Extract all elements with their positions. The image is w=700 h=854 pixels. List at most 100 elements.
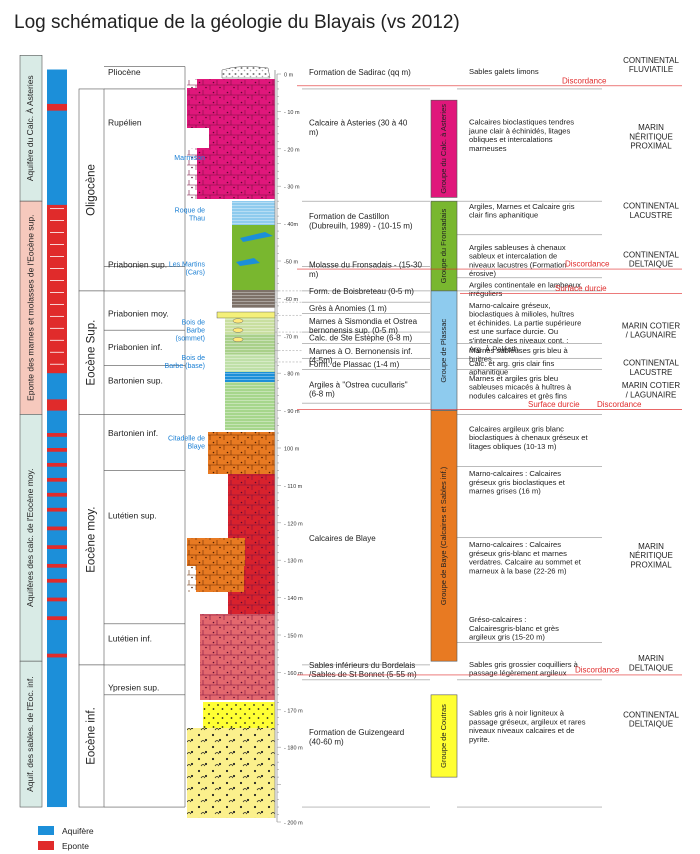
- description-label: Argiles sableuses à chenaux sableux et in…: [469, 243, 567, 278]
- calc-asteries-notch: [187, 128, 209, 148]
- group-bar: [430, 99, 458, 198]
- group-label: Groupe de Baye (Calcaires et Sables inf.…: [439, 466, 448, 605]
- fossil-marker: [232, 318, 244, 324]
- legend-swatch: [38, 826, 54, 835]
- description-label: Calcaires argileux gris blanc bioclastiqu…: [469, 424, 589, 450]
- depth-tick-label: 0 m: [284, 73, 294, 79]
- description-label: Marno-calcaires : Calcaires gréseux gris …: [469, 469, 566, 495]
- locality-label: Les Martins (Cars): [169, 262, 206, 277]
- description-label: Marnes sableuses gris bleu à huitres: [469, 346, 569, 364]
- era-box: [78, 414, 105, 666]
- depth-tick-label: -50 m: [284, 260, 298, 266]
- group-bar: [430, 410, 458, 662]
- surface-label: Discordance: [565, 260, 610, 269]
- description-label: Calcaires bioclastiques tendres jaune cla…: [468, 118, 574, 153]
- stage-label: Ypresien sup.: [108, 682, 159, 692]
- formation-label: Argiles à "Ostrea cucullaris" (6-8 m): [309, 380, 408, 398]
- aquifer-unit-label: Aquifère du Calc. À Asteries: [25, 75, 35, 181]
- locality-label: Roque de Thau: [175, 207, 205, 222]
- description-label: Sables gris à noir ligniteux à passage gr…: [469, 709, 586, 744]
- fossil-marker: [232, 327, 244, 333]
- surface-labels: Discordance Discordance Surface durcie Surf…: [297, 76, 682, 676]
- era-label: Eocène Sup.: [86, 320, 98, 386]
- group-label: Groupe du Fronsadais: [439, 208, 448, 283]
- locality-label: Citadelle de Blaye: [168, 436, 205, 451]
- eponte-band: [47, 477, 67, 482]
- locality-label: Marmison: [174, 155, 205, 162]
- formation-label: Form. de Boisbreteau (0-5 m): [309, 287, 414, 296]
- aquifer-eponte-column: [47, 69, 67, 808]
- stage-label: Pliocène: [108, 67, 141, 77]
- aquifer-bar: [47, 69, 67, 808]
- locality-label: Bois de Barbe (sommet): [175, 320, 205, 343]
- locality-labels: Marmison Roque de Thau Les Martins (Cars) Boi…: [165, 155, 244, 451]
- depth-tick-label: -60 m: [284, 297, 298, 303]
- era-label: Eocène inf.: [86, 707, 98, 765]
- eponte-band: [47, 563, 67, 568]
- depth-tick-label: - 170 m: [284, 708, 303, 714]
- depth-tick-label: - 150 m: [284, 634, 303, 640]
- formation-label: Formation de Guizengeard (40-60 m): [309, 728, 404, 746]
- depth-tick-label: -70 m: [284, 334, 298, 340]
- stage-label: Lutétien inf.: [108, 634, 152, 644]
- legend-label: Aquifère: [62, 826, 94, 836]
- eponte-band: [47, 399, 67, 411]
- depth-tick-label: - 90 m: [284, 409, 300, 415]
- eponte-band: [47, 507, 67, 512]
- formation-label: Grès à Anomies (1 m): [309, 304, 387, 313]
- formation-label: Marnes à Sismondia et Ostrea bernonensis …: [309, 317, 418, 335]
- table-guide-lines: [275, 88, 602, 808]
- eponte-band: [47, 204, 67, 374]
- depth-tick-label: 100 m: [284, 447, 300, 453]
- depth-tick-label: - 30 m: [284, 185, 300, 191]
- environment-label: CONTINENTAL FLUVIATILE: [623, 56, 679, 74]
- environment-label: MARIN COTIER / LAGUNAIRE: [622, 381, 680, 399]
- depth-tick-label: - 160 m: [284, 671, 303, 677]
- guizengeard-pattern: [187, 728, 275, 818]
- gres-anomies-layer: [216, 311, 276, 319]
- eponte-band: [47, 526, 67, 531]
- boisbreteau-pattern: [232, 290, 275, 308]
- formation-label: Molasse du Fronsadais - (15-30 m): [309, 261, 422, 279]
- eponte-band: [47, 103, 67, 111]
- depth-tick-label: - 20 m: [284, 147, 300, 153]
- stage-label: Priabonien inf.: [108, 342, 162, 352]
- pliocene-gravel-layer: [221, 66, 271, 79]
- group-label: Groupe de Plassac: [439, 319, 448, 383]
- formation-label: Calcaire à Asteries (30 à 40 m): [309, 119, 408, 137]
- formation-labels: Formation de Sadirac (qq m) Calcaire à As…: [309, 68, 422, 746]
- stage-label: Priabonien moy.: [108, 308, 169, 318]
- eponte-band: [47, 448, 67, 452]
- eponte-band: [47, 433, 67, 437]
- fossil-marker: [232, 337, 244, 342]
- group-bar: [430, 694, 458, 778]
- environment-label: MARIN NÉRITIQUE PROXIMAL: [629, 123, 673, 150]
- depth-axis: 0 m - 10 m - 20 m - 30 m - 40m -50 m -60 m -70 …: [276, 73, 303, 827]
- page-title: Log schématique de la géologie du Blayai…: [14, 12, 460, 33]
- description-label: Marnes et argiles gris bleu sableuses mic…: [469, 374, 572, 400]
- depth-tick-label: - 10 m: [284, 110, 300, 116]
- eponte-band: [47, 653, 67, 658]
- sables-inf-pattern: [203, 702, 275, 728]
- legend-swatch: [38, 841, 54, 850]
- legend: Aquifère Eponte: [38, 826, 94, 851]
- eponte-band: [47, 616, 67, 621]
- blaye-pink-pattern: [200, 614, 275, 700]
- group-label: Groupe de Coutras: [439, 704, 448, 768]
- depth-tick-label: - 180 m: [284, 746, 303, 752]
- aquifer-unit-label: Aquifères des calc. de l'Eocène moy.: [25, 469, 35, 607]
- group-bars: Groupe du Calc. à Asteries Groupe du Fron…: [430, 99, 458, 778]
- surface-label: Surface durcie: [528, 400, 580, 409]
- formation-label: Marnes à O. Bernonensis inf. (4-5m): [309, 347, 413, 365]
- group-bar: [430, 290, 458, 411]
- eponte-band: [47, 545, 67, 549]
- environment-label: CONTINENTAL DELTAIQUE: [623, 250, 679, 268]
- fronsadais-channel-1: [240, 232, 273, 242]
- fronsadais-channel-2: [236, 258, 260, 266]
- stage-label: Lutétien sup.: [108, 510, 157, 520]
- group-bar: [430, 200, 458, 292]
- castillon-pattern: [232, 201, 275, 225]
- description-label: Sables gris grossier coquilliers à passag…: [469, 660, 579, 678]
- era-box: [78, 664, 105, 808]
